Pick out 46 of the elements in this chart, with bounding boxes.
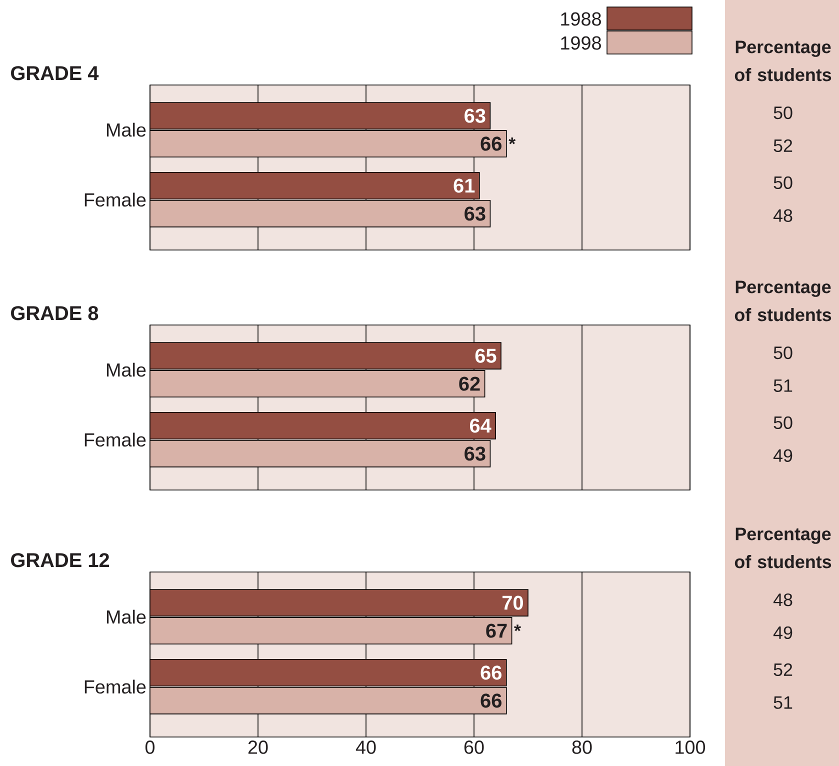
x-tick-label: 80 xyxy=(572,740,592,754)
text: 50 xyxy=(774,346,792,360)
text: 50 xyxy=(774,106,792,120)
data-label: 65 xyxy=(475,348,496,363)
x-tick-label: 0 xyxy=(145,740,155,754)
data-label: 63 xyxy=(464,108,486,123)
data-label: 70 xyxy=(502,596,523,610)
y-tick-label: Male xyxy=(107,610,146,624)
y-tick-label: Male xyxy=(107,122,146,137)
text: 48 xyxy=(773,593,792,606)
x-tick-label: 60 xyxy=(464,740,484,754)
annotation: * xyxy=(508,138,516,144)
text: Percentage of students xyxy=(734,280,832,322)
data-label: 64 xyxy=(470,418,492,433)
legend-label: 1988 xyxy=(561,12,601,26)
data-label: 67 xyxy=(486,624,507,638)
data-label: 63 xyxy=(464,446,486,461)
text: 50 xyxy=(774,416,792,430)
data-label: 62 xyxy=(459,376,480,391)
text: 52 xyxy=(774,663,792,676)
x-tick-label: 100 xyxy=(676,740,706,754)
text: 49 xyxy=(773,449,792,462)
data-label: 66 xyxy=(480,666,502,680)
y-tick-label: Female xyxy=(84,192,146,207)
y-tick-label: Male xyxy=(107,362,146,377)
data-label: 66 xyxy=(480,694,502,708)
text: 48 xyxy=(773,209,792,222)
text: Percentage of students xyxy=(734,528,832,568)
text: 49 xyxy=(773,626,792,640)
annotation: * xyxy=(514,624,521,632)
x-tick-label: 20 xyxy=(248,740,268,754)
text: 51 xyxy=(774,379,792,392)
text: 52 xyxy=(774,139,792,152)
chart-title: GRADE 12 xyxy=(11,553,110,568)
y-tick-label: Female xyxy=(84,432,146,447)
chart-title: GRADE 8 xyxy=(11,306,98,320)
data-label: 63 xyxy=(464,206,486,221)
data-label: 61 xyxy=(454,178,475,193)
data-label: 66 xyxy=(480,136,502,151)
text: 50 xyxy=(774,176,792,190)
chart-title: GRADE 4 xyxy=(11,66,99,80)
text: 51 xyxy=(774,696,792,709)
legend-label: 1998 xyxy=(561,36,601,50)
y-tick-label: Female xyxy=(84,680,146,694)
x-tick-label: 40 xyxy=(356,740,376,754)
text: Percentage of students xyxy=(734,40,832,82)
